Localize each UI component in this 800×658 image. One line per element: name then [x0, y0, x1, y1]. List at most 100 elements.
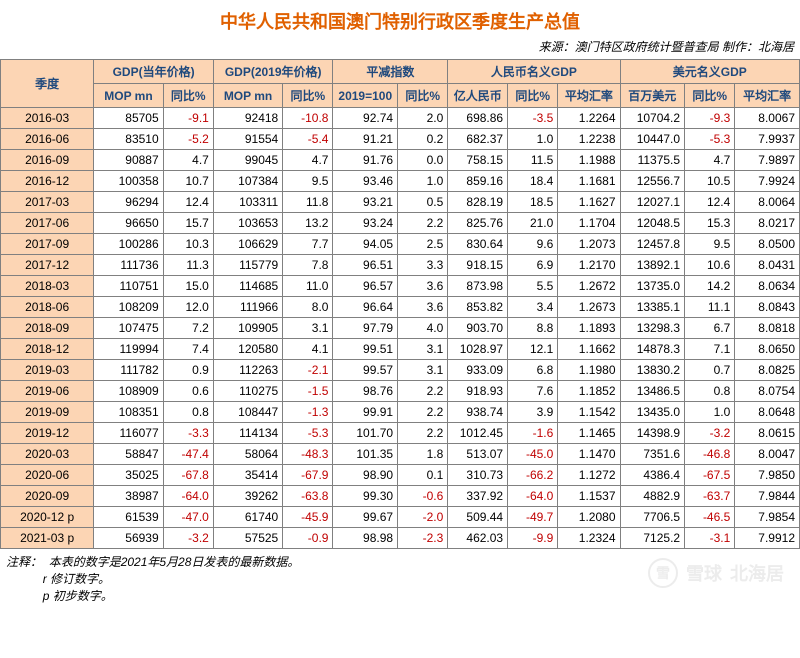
- data-cell: 8.0431: [735, 255, 800, 276]
- data-cell: 1.2238: [558, 129, 620, 150]
- header-sub: 2019=100: [333, 84, 398, 108]
- data-cell: 9.6: [508, 234, 558, 255]
- data-cell: 98.90: [333, 465, 398, 486]
- data-cell: 1.0: [685, 402, 735, 423]
- data-cell: 513.07: [448, 444, 508, 465]
- data-cell: 39262: [213, 486, 282, 507]
- data-cell: 98.76: [333, 381, 398, 402]
- data-cell: 1.1704: [558, 213, 620, 234]
- data-cell: 509.44: [448, 507, 508, 528]
- data-cell: 108209: [94, 297, 163, 318]
- data-cell: -9.9: [508, 528, 558, 549]
- data-cell: 97.79: [333, 318, 398, 339]
- data-cell: 91554: [213, 129, 282, 150]
- data-cell: 107384: [213, 171, 282, 192]
- data-cell: 3.3: [398, 255, 448, 276]
- data-cell: 58064: [213, 444, 282, 465]
- data-cell: 99.67: [333, 507, 398, 528]
- data-cell: 98.98: [333, 528, 398, 549]
- data-cell: 99.30: [333, 486, 398, 507]
- data-cell: 99045: [213, 150, 282, 171]
- data-cell: 1.1980: [558, 360, 620, 381]
- data-cell: -46.8: [685, 444, 735, 465]
- source-line: 来源：澳门特区政府统计暨普查局 制作：北海居: [0, 38, 800, 59]
- data-cell: -3.2: [163, 528, 213, 549]
- period-cell: 2019-03: [1, 360, 94, 381]
- data-cell: 93.21: [333, 192, 398, 213]
- data-cell: 8.0634: [735, 276, 800, 297]
- data-cell: 96.64: [333, 297, 398, 318]
- watermark-text1: 雪球: [686, 560, 722, 586]
- table-row: 2020-0358847-47.458064-48.3101.351.8513.…: [1, 444, 800, 465]
- data-cell: 7.7: [283, 234, 333, 255]
- period-cell: 2018-12: [1, 339, 94, 360]
- data-cell: 2.2: [398, 423, 448, 444]
- data-cell: 7.8: [283, 255, 333, 276]
- period-cell: 2019-09: [1, 402, 94, 423]
- data-cell: 0.7: [685, 360, 735, 381]
- data-cell: 7.4: [163, 339, 213, 360]
- data-cell: 7.1: [685, 339, 735, 360]
- data-cell: 96.51: [333, 255, 398, 276]
- data-cell: 7.9924: [735, 171, 800, 192]
- period-cell: 2017-06: [1, 213, 94, 234]
- data-cell: -0.6: [398, 486, 448, 507]
- data-cell: -5.2: [163, 129, 213, 150]
- header-sub: 同比%: [163, 84, 213, 108]
- data-cell: -63.8: [283, 486, 333, 507]
- data-cell: 0.6: [163, 381, 213, 402]
- data-cell: 115779: [213, 255, 282, 276]
- table-row: 2020-12 p61539-47.061740-45.999.67-2.050…: [1, 507, 800, 528]
- data-cell: 828.19: [448, 192, 508, 213]
- data-cell: 8.0615: [735, 423, 800, 444]
- data-cell: 11.3: [163, 255, 213, 276]
- data-cell: 1.1537: [558, 486, 620, 507]
- data-cell: 6.7: [685, 318, 735, 339]
- data-cell: 58847: [94, 444, 163, 465]
- data-cell: 1.2264: [558, 108, 620, 129]
- data-cell: 96650: [94, 213, 163, 234]
- data-cell: 15.0: [163, 276, 213, 297]
- data-cell: 99.57: [333, 360, 398, 381]
- data-cell: -2.1: [283, 360, 333, 381]
- data-cell: 1.1988: [558, 150, 620, 171]
- table-row: 2017-1211173611.31157797.896.513.3918.15…: [1, 255, 800, 276]
- data-cell: 93.24: [333, 213, 398, 234]
- data-cell: 310.73: [448, 465, 508, 486]
- period-cell: 2016-12: [1, 171, 94, 192]
- data-cell: -2.3: [398, 528, 448, 549]
- data-cell: -63.7: [685, 486, 735, 507]
- data-cell: 8.0650: [735, 339, 800, 360]
- header-sub: 同比%: [283, 84, 333, 108]
- data-cell: 4.0: [398, 318, 448, 339]
- data-cell: 1.2673: [558, 297, 620, 318]
- data-cell: -45.0: [508, 444, 558, 465]
- data-cell: 12027.1: [620, 192, 685, 213]
- data-cell: 3.6: [398, 276, 448, 297]
- data-cell: 0.8: [163, 402, 213, 423]
- data-cell: -1.6: [508, 423, 558, 444]
- data-cell: 1.1470: [558, 444, 620, 465]
- data-cell: 110751: [94, 276, 163, 297]
- data-cell: 35414: [213, 465, 282, 486]
- data-cell: -67.5: [685, 465, 735, 486]
- table-body: 2016-0385705-9.192418-10.892.742.0698.86…: [1, 108, 800, 549]
- data-cell: 12556.7: [620, 171, 685, 192]
- period-cell: 2016-06: [1, 129, 94, 150]
- data-cell: 918.15: [448, 255, 508, 276]
- header-sub: 平均汇率: [558, 84, 620, 108]
- data-cell: 12.0: [163, 297, 213, 318]
- notes-label: 注释：: [6, 555, 42, 569]
- data-cell: -3.5: [508, 108, 558, 129]
- data-cell: 12457.8: [620, 234, 685, 255]
- period-cell: 2017-12: [1, 255, 94, 276]
- data-cell: 94.05: [333, 234, 398, 255]
- header-group: 季度: [1, 60, 94, 108]
- data-cell: 7.9844: [735, 486, 800, 507]
- data-cell: 1.1272: [558, 465, 620, 486]
- data-cell: 9.5: [283, 171, 333, 192]
- data-cell: 853.82: [448, 297, 508, 318]
- data-cell: 4.1: [283, 339, 333, 360]
- data-cell: 933.09: [448, 360, 508, 381]
- table-row: 2016-0683510-5.291554-5.491.210.2682.371…: [1, 129, 800, 150]
